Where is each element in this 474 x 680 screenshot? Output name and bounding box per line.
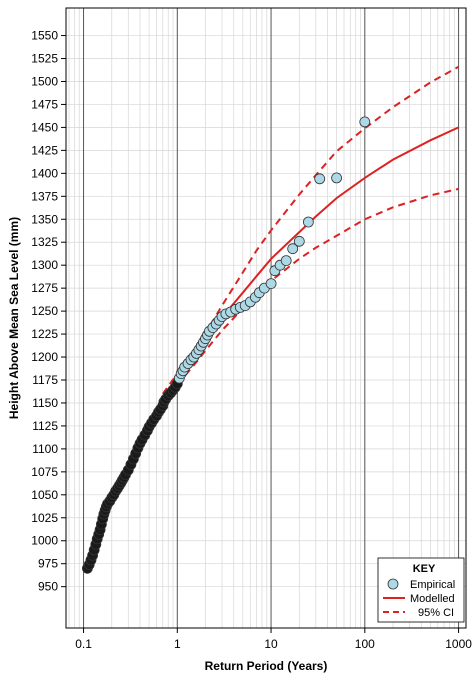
- x-tick-label: 1000: [445, 637, 472, 651]
- empirical-point: [293, 235, 305, 247]
- y-tick-label: 1050: [31, 488, 58, 502]
- y-tick-label: 1325: [31, 235, 58, 249]
- empirical-point: [287, 243, 299, 255]
- empirical-point: [331, 172, 343, 184]
- empirical-points: [82, 116, 371, 574]
- y-tick-label: 950: [38, 580, 58, 594]
- y-axis: 950 975 1000 1025 1050 1075 1100 1125 1150 1175 12…: [31, 29, 66, 594]
- y-tick-label: 1400: [31, 166, 58, 180]
- y-tick-label: 1550: [31, 29, 58, 43]
- series-lines: [148, 65, 460, 424]
- legend-box: [377, 557, 465, 623]
- x-tick-label: 1: [174, 637, 181, 651]
- empirical-point: [302, 216, 314, 228]
- y-tick-label: 1500: [31, 74, 58, 88]
- y-tick-label: 1300: [31, 258, 58, 272]
- y-tick-label: 1450: [31, 120, 58, 134]
- y-tick-label: 1175: [32, 373, 58, 387]
- y-axis-title: Height Above Mean Sea Level (mm): [7, 217, 21, 419]
- y-tick-label: 1375: [31, 189, 58, 203]
- y-tick-label: 975: [38, 557, 58, 571]
- y-tick-label: 1150: [32, 396, 58, 410]
- empirical-point: [359, 116, 371, 128]
- legend-title: KEY: [413, 563, 436, 575]
- x-axis: 0.1 1 10 100 1000: [75, 628, 472, 651]
- grid: [66, 8, 466, 628]
- legend-label-modelled: Modelled: [410, 593, 455, 605]
- legend-label-empirical: Empirical: [410, 579, 455, 591]
- y-tick-label: 1475: [31, 97, 58, 111]
- y-tick-label: 1200: [31, 350, 58, 364]
- legend-symbol-empirical: [387, 578, 399, 590]
- empirical-point: [314, 173, 326, 185]
- y-tick-label: 1225: [31, 327, 58, 341]
- empirical-point: [280, 255, 292, 267]
- x-tick-label: 10: [264, 637, 278, 651]
- y-tick-label: 1425: [31, 143, 58, 157]
- y-tick-label: 1275: [31, 281, 58, 295]
- y-tick-label: 1250: [31, 304, 58, 318]
- legend-label-ci: 95% CI: [418, 607, 454, 619]
- legend: KEY Empirical Modelled 95% CI: [377, 557, 465, 623]
- y-tick-label: 1350: [31, 212, 58, 226]
- y-tick-label: 1525: [31, 52, 58, 66]
- modelled-line: [148, 126, 460, 424]
- x-tick-label: 0.1: [75, 637, 92, 651]
- y-tick-label: 1100: [32, 442, 58, 456]
- major-grid: [83, 8, 460, 628]
- y-tick-label: 1075: [31, 465, 58, 479]
- x-tick-label: 100: [355, 637, 375, 651]
- x-axis-title: Return Period (Years): [205, 659, 328, 673]
- plot-frame: [65, 7, 467, 629]
- empirical-point: [265, 278, 277, 290]
- ci-line: [161, 65, 460, 395]
- y-tick-label: 1125: [32, 419, 58, 433]
- y-tick-label: 1000: [31, 534, 58, 548]
- y-tick-label: 1025: [31, 511, 58, 525]
